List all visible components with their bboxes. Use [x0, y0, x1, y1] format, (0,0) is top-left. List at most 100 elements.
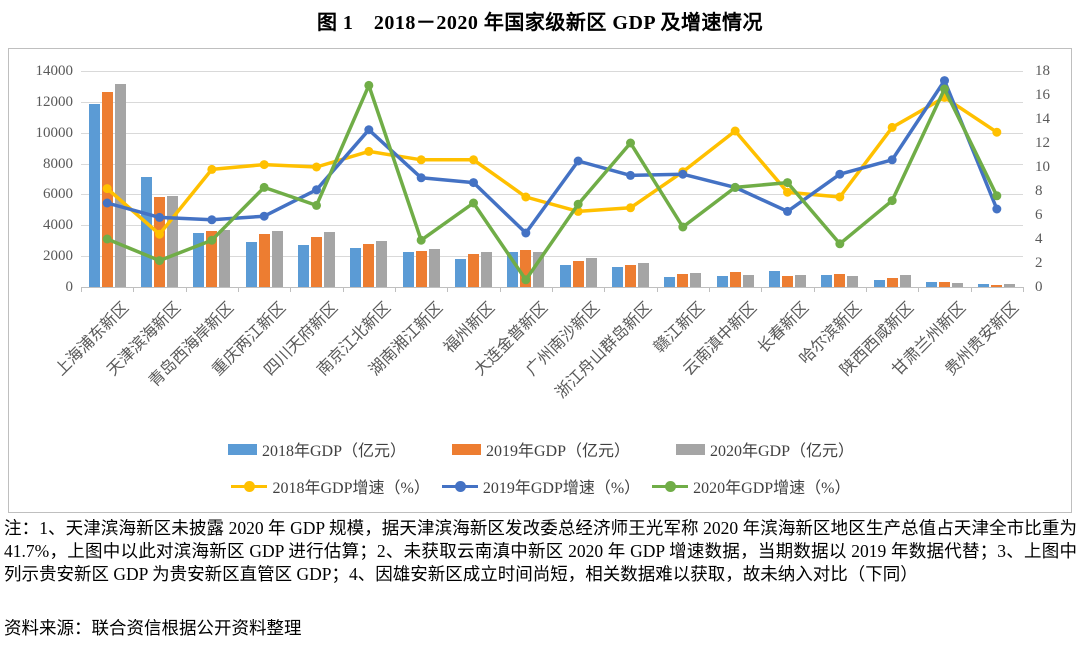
- x-axis-tick: [813, 287, 815, 292]
- data-point-marker: [992, 204, 1002, 214]
- gdp-bar: [886, 277, 898, 287]
- data-point-marker: [155, 229, 164, 239]
- gdp-bar: [350, 248, 362, 287]
- data-point-marker: [312, 185, 321, 195]
- data-point-marker: [783, 187, 792, 197]
- legend-label: 2020年GDP增速（%）: [693, 480, 851, 497]
- gdp-bar: [376, 240, 388, 287]
- legend-bar-swatch: [676, 443, 705, 455]
- gdp-bar: [939, 281, 950, 287]
- x-axis-tick: [761, 287, 763, 292]
- gdp-bar: [298, 245, 309, 287]
- legend-item: 2019年GDP增速（%）: [441, 474, 640, 498]
- data-point-marker: [678, 169, 688, 179]
- gdp-bar: [612, 266, 623, 287]
- gdp-bar: [926, 281, 937, 287]
- x-axis-tick: [185, 287, 187, 292]
- gridline: [81, 101, 1023, 103]
- legend-row-lines: 2018年GDP增速（%） 2019年GDP增速（%） 2020年GDP增速（%）: [9, 474, 1073, 498]
- x-axis-tick: [866, 287, 867, 292]
- left-axis-tick-label: 14000: [35, 63, 74, 79]
- gdp-bar: [559, 264, 571, 287]
- data-source-line: 资料来源：联合资信根据公开资料整理: [4, 618, 302, 638]
- legend-bar-swatch: [451, 443, 481, 455]
- data-point-marker: [364, 80, 374, 90]
- gdp-bar: [638, 263, 649, 287]
- data-point-marker: [259, 160, 269, 170]
- gdp-bar: [311, 236, 322, 287]
- x-axis-tick: [918, 287, 920, 292]
- data-point-marker: [207, 215, 217, 225]
- x-axis-tick: [604, 287, 606, 292]
- x-axis-tick: [81, 287, 82, 292]
- right-axis-tick-label: 12: [1035, 135, 1050, 151]
- gdp-bar: [428, 248, 440, 287]
- gdp-bar: [742, 274, 754, 287]
- gdp-bar: [324, 232, 335, 287]
- data-point-marker: [835, 239, 845, 249]
- left-axis-tick-label: 0: [65, 279, 74, 295]
- gdp-bar: [834, 274, 846, 287]
- right-axis-tick-label: 4: [1035, 231, 1043, 247]
- data-point-marker: [730, 126, 740, 136]
- data-point-marker: [626, 203, 635, 213]
- x-axis-tick: [656, 287, 658, 292]
- legend-item: 2018年GDP（亿元）: [227, 437, 406, 461]
- gdp-bar: [664, 276, 676, 287]
- growth-line: [106, 78, 999, 235]
- legend-marker-dot: [665, 480, 677, 492]
- gdp-bar: [991, 285, 1003, 287]
- data-point-marker: [521, 192, 531, 202]
- right-axis-tick-label: 6: [1035, 207, 1043, 223]
- gdp-bar: [141, 177, 152, 287]
- data-point-marker: [573, 156, 583, 166]
- gdp-bar: [873, 280, 885, 287]
- gridline: [81, 256, 1023, 258]
- left-axis-tick-label: 12000: [35, 93, 74, 110]
- data-point-marker: [259, 182, 269, 192]
- gdp-bar: [415, 250, 427, 287]
- x-axis-tick: [970, 287, 972, 292]
- gdp-bar: [271, 230, 283, 287]
- data-point-marker: [992, 127, 1002, 137]
- chart-title: 图 1 2018－2020 年国家级新区 GDP 及增速情况: [316, 12, 764, 34]
- gdp-bar: [533, 251, 545, 287]
- x-axis-tick: [1023, 287, 1024, 292]
- gdp-bar: [572, 261, 584, 287]
- legend-row-bars: 2018年GDP（亿元） 2019年GDP（亿元） 2020年GDP（亿元）: [9, 437, 1073, 461]
- gridline: [81, 71, 1023, 72]
- data-point-marker: [102, 184, 112, 194]
- gdp-bar: [952, 282, 963, 287]
- data-point-marker: [992, 191, 1002, 201]
- legend-item: 2019年GDP（亿元）: [451, 437, 630, 461]
- gdp-bar: [1004, 284, 1016, 287]
- gdp-bar: [167, 196, 178, 287]
- gdp-bar: [729, 272, 741, 287]
- data-point-marker: [887, 122, 897, 132]
- legend-line-swatch: [231, 480, 268, 492]
- gdp-bar: [847, 275, 859, 287]
- data-point-marker: [626, 170, 635, 180]
- plot-area: 0 2000 4000 6000 8000 10000 12000 14000 0 2 4 6 8 10 1…: [9, 49, 1073, 514]
- data-point-marker: [312, 162, 321, 172]
- data-point-marker: [155, 212, 164, 222]
- gdp-bar: [821, 274, 833, 287]
- data-point-marker: [521, 275, 531, 285]
- x-axis-tick: [552, 287, 553, 292]
- legend-label: 2020年GDP（亿元）: [710, 443, 855, 460]
- x-axis-tick: [238, 287, 239, 292]
- data-point-marker: [469, 178, 478, 188]
- data-point-marker: [155, 256, 164, 266]
- data-point-marker: [364, 146, 374, 156]
- legend-line-swatch: [441, 480, 478, 492]
- gdp-bar: [245, 242, 257, 287]
- right-axis-tick-label: 16: [1035, 87, 1050, 103]
- data-point-marker: [626, 138, 635, 148]
- gdp-bar: [520, 249, 532, 287]
- data-point-marker: [364, 125, 374, 135]
- gdp-bar: [154, 196, 165, 287]
- data-point-marker: [102, 234, 112, 244]
- growth-line: [106, 83, 999, 282]
- data-point-marker: [312, 200, 321, 210]
- gdp-bar: [219, 229, 231, 287]
